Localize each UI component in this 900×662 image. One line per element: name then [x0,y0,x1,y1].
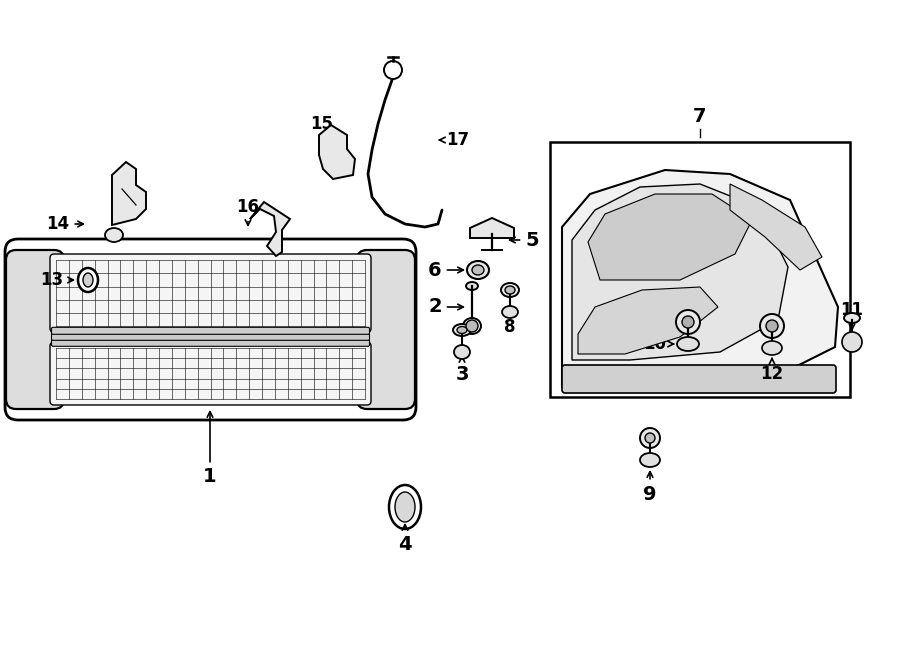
Ellipse shape [501,283,519,297]
Ellipse shape [389,485,421,529]
Text: 11: 11 [841,301,863,330]
Ellipse shape [395,492,415,522]
Ellipse shape [78,268,98,292]
Polygon shape [562,170,838,387]
Circle shape [645,433,655,443]
Circle shape [682,316,694,328]
Circle shape [842,332,862,352]
Bar [550,142,850,397]
Text: 7: 7 [693,107,706,126]
Circle shape [766,320,778,332]
Ellipse shape [457,326,467,334]
Polygon shape [319,125,355,179]
Text: 1: 1 [203,412,217,487]
Text: 2: 2 [428,297,464,316]
Text: 9: 9 [644,471,657,504]
Polygon shape [578,287,718,354]
FancyBboxPatch shape [51,333,370,340]
Text: 5: 5 [509,230,539,250]
Polygon shape [572,184,788,360]
FancyBboxPatch shape [6,250,64,409]
Ellipse shape [83,273,93,287]
Circle shape [466,320,478,332]
Polygon shape [588,194,752,280]
Polygon shape [470,218,514,238]
FancyBboxPatch shape [51,340,370,346]
Text: 14: 14 [47,215,84,233]
Ellipse shape [677,337,699,351]
Ellipse shape [463,318,481,334]
FancyBboxPatch shape [50,342,371,405]
Ellipse shape [844,313,860,323]
Text: 6: 6 [428,261,464,279]
Polygon shape [112,162,146,225]
Text: 10: 10 [644,335,673,353]
FancyBboxPatch shape [51,327,370,334]
Ellipse shape [453,324,471,336]
Ellipse shape [502,306,518,318]
Ellipse shape [505,286,515,294]
FancyBboxPatch shape [50,254,371,332]
Ellipse shape [762,341,782,355]
FancyBboxPatch shape [357,250,415,409]
Polygon shape [250,202,290,256]
FancyBboxPatch shape [562,365,836,393]
Ellipse shape [472,265,484,275]
Text: 12: 12 [760,359,784,383]
Polygon shape [730,184,822,270]
Ellipse shape [454,345,470,359]
Circle shape [640,428,660,448]
Text: 3: 3 [455,357,469,383]
Text: 4: 4 [398,525,412,553]
Ellipse shape [467,261,489,279]
Text: 17: 17 [439,131,470,149]
Ellipse shape [105,228,123,242]
Text: 8: 8 [504,308,516,336]
Text: 15: 15 [310,115,334,146]
Text: 13: 13 [40,271,74,289]
FancyBboxPatch shape [5,239,416,420]
Ellipse shape [640,453,660,467]
Ellipse shape [466,282,478,290]
Circle shape [760,314,784,338]
Circle shape [676,310,700,334]
Circle shape [384,61,402,79]
Text: 16: 16 [237,198,259,225]
